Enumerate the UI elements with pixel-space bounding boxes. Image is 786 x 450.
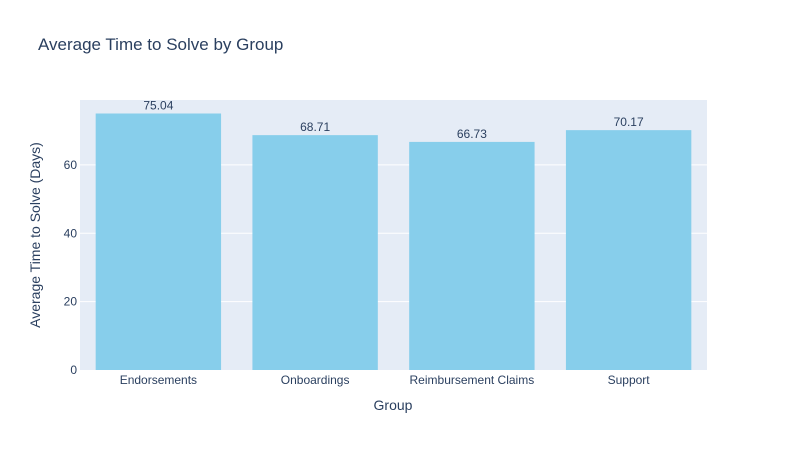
bars: 75.04 68.71 66.73 70.17 (95, 99, 692, 370)
x-tick-label: Support (608, 373, 651, 387)
bar-value-label: 68.71 (300, 120, 330, 134)
bar-reimbursement-claims (409, 141, 535, 370)
x-tick-label: Reimbursement Claims (410, 373, 535, 387)
bar-value-label: 75.04 (143, 99, 173, 113)
y-tick-label: 20 (64, 295, 78, 309)
x-tick-label: Onboardings (281, 373, 350, 387)
x-tick-label: Endorsements (120, 373, 197, 387)
y-tick-label: 60 (64, 158, 78, 172)
y-tick-label: 0 (70, 363, 77, 377)
axis-ticks: 0 20 40 60 Endorsements Onboardings Reimbursem… (64, 158, 651, 387)
x-axis-title: Group (374, 397, 413, 413)
bar-onboardings (252, 135, 378, 370)
y-axis-title: Average Time to Solve (Days) (27, 142, 43, 328)
chart-title: Average Time to Solve by Group (38, 35, 283, 54)
bar-support (565, 130, 692, 370)
bar-value-label: 70.17 (614, 115, 644, 129)
bar-value-label: 66.73 (457, 127, 487, 141)
y-tick-label: 40 (64, 226, 78, 240)
bar-endorsements (95, 113, 222, 370)
